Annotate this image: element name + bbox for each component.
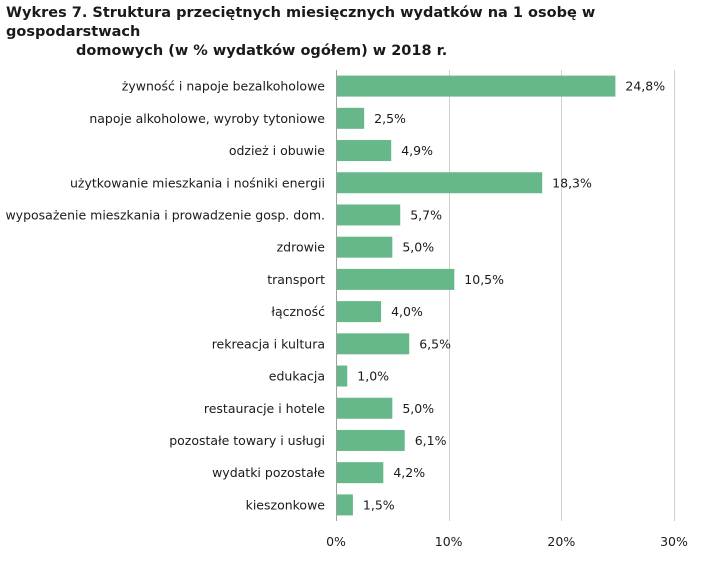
category-label: żywność i napoje bezalkoholowe bbox=[122, 79, 326, 94]
bar bbox=[336, 494, 353, 516]
bar bbox=[336, 462, 384, 484]
chart-title: Wykres 7. Struktura przeciętnych miesięc… bbox=[6, 4, 696, 61]
data-label: 4,9% bbox=[401, 143, 433, 158]
bar bbox=[336, 107, 365, 129]
data-label: 24,8% bbox=[625, 79, 665, 94]
data-label: 4,2% bbox=[393, 465, 425, 480]
category-label: restauracje i hotele bbox=[204, 401, 325, 416]
chart-title-line-1: Wykres 7. Struktura przeciętnych miesięc… bbox=[6, 5, 596, 40]
data-label: 1,0% bbox=[357, 369, 389, 384]
category-label: kieszonkowe bbox=[246, 497, 326, 512]
x-tick-label: 0% bbox=[326, 534, 346, 549]
category-label: wyposażenie mieszkania i prowadzenie gos… bbox=[5, 207, 325, 222]
x-tick-label: 10% bbox=[435, 534, 463, 549]
bar bbox=[336, 140, 392, 162]
x-tick-label: 20% bbox=[547, 534, 575, 549]
category-label: łączność bbox=[271, 304, 325, 319]
category-label: użytkowanie mieszkania i nośniki energii bbox=[70, 175, 325, 190]
category-label: transport bbox=[267, 272, 325, 287]
bar bbox=[336, 172, 543, 194]
category-label: wydatki pozostałe bbox=[212, 465, 325, 480]
category-label: zdrowie bbox=[277, 240, 326, 255]
category-label: edukacja bbox=[269, 369, 325, 384]
data-label: 1,5% bbox=[363, 497, 395, 512]
data-label: 5,0% bbox=[402, 401, 434, 416]
bar bbox=[336, 397, 393, 419]
bar bbox=[336, 268, 455, 290]
bar bbox=[336, 301, 382, 323]
bar bbox=[336, 75, 616, 97]
chart-title-line-2: domowych (w % wydatków ogółem) w 2018 r. bbox=[76, 43, 448, 59]
data-label: 6,1% bbox=[415, 433, 447, 448]
category-label: napoje alkoholowe, wyroby tytoniowe bbox=[89, 111, 325, 126]
bar bbox=[336, 236, 393, 258]
bar bbox=[336, 333, 410, 355]
data-label: 5,7% bbox=[410, 207, 442, 222]
data-label: 10,5% bbox=[464, 272, 504, 287]
category-label: pozostałe towary i usługi bbox=[169, 433, 325, 448]
bar bbox=[336, 204, 401, 226]
x-tick-label: 30% bbox=[660, 534, 688, 549]
category-label: rekreacja i kultura bbox=[212, 336, 325, 351]
category-label: odzież i obuwie bbox=[229, 143, 325, 158]
data-label: 18,3% bbox=[552, 175, 592, 190]
data-label: 6,5% bbox=[419, 336, 451, 351]
data-label: 4,0% bbox=[391, 304, 423, 319]
data-label: 2,5% bbox=[374, 111, 406, 126]
bar bbox=[336, 429, 405, 451]
bar bbox=[336, 365, 348, 387]
data-label: 5,0% bbox=[402, 240, 434, 255]
